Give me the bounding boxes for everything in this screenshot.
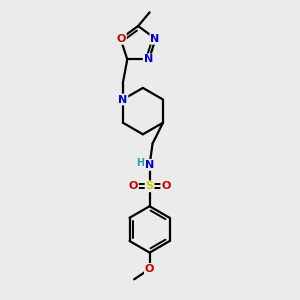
Text: O: O [145,264,154,274]
Text: S: S [146,181,154,191]
Text: N: N [150,34,160,44]
Text: H: H [136,158,144,167]
Text: O: O [129,181,138,191]
Text: O: O [116,34,126,44]
Text: N: N [118,94,128,104]
Text: O: O [161,181,171,191]
Text: N: N [144,54,153,64]
Text: N: N [145,160,154,170]
